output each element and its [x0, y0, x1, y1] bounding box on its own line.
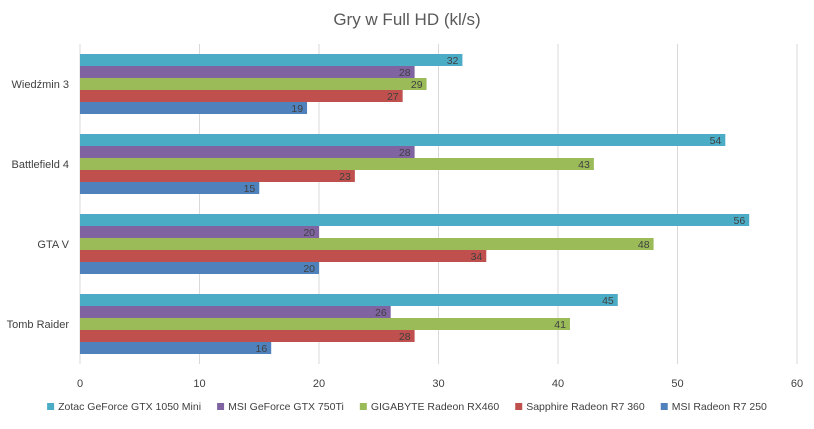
data-label: 41 — [554, 319, 566, 331]
bar — [80, 182, 260, 194]
legend-item: GIGABYTE Radeon RX460 — [359, 401, 500, 413]
x-tick-label: 20 — [313, 378, 325, 390]
bar — [80, 66, 415, 78]
legend-item: Zotac GeForce GTX 1050 Mini — [47, 401, 201, 413]
bar — [80, 226, 319, 238]
data-label: 54 — [710, 135, 722, 147]
data-label: 29 — [411, 79, 423, 91]
bar — [80, 78, 427, 90]
legend-label: Zotac GeForce GTX 1050 Mini — [58, 401, 201, 413]
data-label: 45 — [602, 295, 614, 307]
data-label: 26 — [375, 307, 387, 319]
bar — [80, 306, 391, 318]
legend-item: MSI GeForce GTX 750Ti — [217, 401, 344, 413]
legend-swatch — [217, 403, 225, 410]
data-label: 27 — [387, 91, 399, 103]
category-label: GTA V — [37, 239, 69, 251]
category-label: Wiedźmin 3 — [12, 79, 69, 91]
category-labels: Wiedźmin 3 Battlefield 4 GTA V Tomb Raider — [7, 79, 70, 331]
bar — [80, 158, 594, 170]
data-label: 32 — [447, 55, 459, 67]
bar — [80, 318, 570, 330]
category-label: Tomb Raider — [7, 319, 70, 331]
data-label: 28 — [399, 147, 411, 159]
legend-item: Sapphire Radeon R7 360 — [515, 401, 645, 413]
data-label: 19 — [291, 103, 303, 115]
x-tick-label: 10 — [193, 378, 205, 390]
data-label: 20 — [303, 263, 315, 275]
chart-title: Gry w Full HD (kl/s) — [333, 10, 480, 29]
bar — [80, 146, 415, 158]
bar — [80, 238, 654, 250]
data-label: 34 — [471, 251, 483, 263]
data-label: 56 — [734, 215, 746, 227]
legend-item: MSI Radeon R7 250 — [660, 401, 767, 413]
category-label: Battlefield 4 — [12, 159, 69, 171]
data-label: 28 — [399, 67, 411, 79]
bar — [80, 102, 308, 114]
legend-label: MSI GeForce GTX 750Ti — [228, 401, 344, 413]
data-label: 23 — [339, 171, 351, 183]
data-label: 20 — [303, 227, 315, 239]
x-tick-label: 30 — [432, 378, 444, 390]
x-tick-label: 40 — [552, 378, 564, 390]
legend: Zotac GeForce GTX 1050 Mini MSI GeForce G… — [47, 401, 767, 413]
legend-label: GIGABYTE Radeon RX460 — [371, 401, 500, 413]
bar — [80, 250, 487, 262]
legend-swatch — [660, 403, 668, 410]
x-tick-label: 0 — [77, 378, 83, 390]
bar — [80, 134, 726, 146]
bar — [80, 294, 618, 306]
bar — [80, 214, 750, 226]
bar — [80, 90, 403, 102]
data-label: 28 — [399, 331, 411, 343]
data-label: 15 — [244, 183, 256, 195]
data-label: 43 — [578, 159, 590, 171]
x-axis-ticks: 0 10 20 30 40 50 60 — [77, 378, 803, 390]
bar — [80, 342, 272, 354]
legend-swatch — [515, 403, 523, 410]
bar — [80, 54, 463, 66]
legend-label: MSI Radeon R7 250 — [672, 401, 767, 413]
bar — [80, 330, 415, 342]
x-tick-label: 50 — [671, 378, 683, 390]
legend-label: Sapphire Radeon R7 360 — [526, 401, 645, 413]
data-label: 16 — [256, 343, 268, 355]
bar — [80, 170, 355, 182]
data-label: 48 — [638, 239, 650, 251]
x-tick-label: 60 — [791, 378, 803, 390]
bar — [80, 262, 319, 274]
legend-swatch — [47, 403, 55, 410]
legend-swatch — [359, 403, 367, 410]
